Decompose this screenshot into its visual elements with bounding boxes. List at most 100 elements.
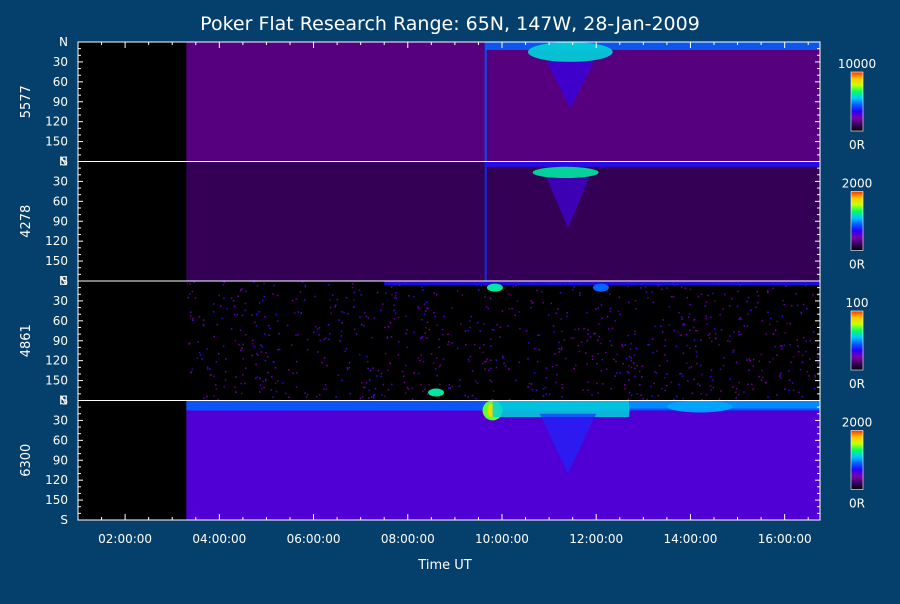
noise-speck xyxy=(647,343,649,346)
noise-speck xyxy=(366,381,368,384)
noise-speck xyxy=(558,347,560,350)
noise-speck xyxy=(434,368,437,370)
noise-speck xyxy=(433,292,435,295)
noise-speck xyxy=(805,350,807,353)
noise-speck xyxy=(770,317,772,320)
noise-speck xyxy=(241,314,244,317)
noise-speck xyxy=(686,344,689,347)
noise-speck xyxy=(234,386,236,388)
noise-speck xyxy=(345,348,348,350)
noise-speck xyxy=(387,388,390,391)
noise-speck xyxy=(332,294,334,296)
noise-speck xyxy=(189,283,191,285)
emission-background xyxy=(186,42,820,162)
y-tick-label: N xyxy=(59,155,68,169)
noise-speck xyxy=(397,354,400,356)
noise-speck xyxy=(527,386,529,388)
noise-speck xyxy=(746,325,749,327)
noise-speck xyxy=(783,344,786,347)
noise-speck xyxy=(645,291,648,293)
noise-speck xyxy=(353,328,356,330)
noise-speck xyxy=(597,392,599,394)
noise-speck xyxy=(314,325,317,328)
noise-speck xyxy=(264,380,267,382)
noise-speck xyxy=(341,310,343,313)
noise-speck xyxy=(593,333,595,335)
noise-speck xyxy=(421,336,424,338)
panel-label-4278: 4278 xyxy=(19,205,34,238)
noise-speck xyxy=(242,343,244,346)
noise-speck xyxy=(324,337,327,339)
noise-speck xyxy=(802,303,805,306)
noise-speck xyxy=(572,337,575,339)
noise-speck xyxy=(534,347,536,350)
noise-speck xyxy=(393,304,395,306)
noise-speck xyxy=(542,388,545,390)
noise-speck xyxy=(570,337,573,339)
x-tick-label: 14:00:00 xyxy=(663,532,717,546)
colorbar xyxy=(851,191,863,251)
noise-speck xyxy=(347,313,349,315)
noise-speck xyxy=(756,290,758,293)
noise-speck xyxy=(215,388,218,390)
emission-spot xyxy=(428,388,445,397)
y-tick-label: S xyxy=(60,513,68,527)
noise-speck xyxy=(319,339,321,342)
noise-speck xyxy=(484,368,486,370)
noise-speck xyxy=(389,362,391,364)
noise-speck xyxy=(597,339,599,341)
noise-speck xyxy=(626,371,629,373)
noise-speck xyxy=(297,333,299,336)
noise-speck xyxy=(634,333,636,335)
noise-speck xyxy=(368,397,370,399)
noise-speck xyxy=(294,312,296,314)
noise-speck xyxy=(419,359,421,362)
noise-speck xyxy=(657,394,660,397)
colorbar-min-label: 0R xyxy=(849,258,865,272)
noise-speck xyxy=(198,316,201,318)
noise-speck xyxy=(420,354,422,356)
noise-speck xyxy=(678,383,680,386)
noise-speck xyxy=(676,395,678,397)
noise-speck xyxy=(467,396,469,398)
noise-speck xyxy=(720,329,723,331)
noise-speck xyxy=(670,381,673,384)
noise-speck xyxy=(232,300,235,302)
noise-speck xyxy=(485,360,488,362)
noise-speck xyxy=(304,286,307,288)
noise-speck xyxy=(679,373,681,375)
aurora-drape xyxy=(539,413,597,474)
noise-speck xyxy=(428,328,431,331)
noise-speck xyxy=(515,379,517,382)
noise-speck xyxy=(682,352,685,354)
noise-speck xyxy=(597,353,600,355)
noise-speck xyxy=(693,378,695,381)
noise-speck xyxy=(737,290,739,293)
noise-speck xyxy=(797,304,799,307)
noise-speck xyxy=(608,328,610,330)
noise-speck xyxy=(196,357,199,359)
noise-speck xyxy=(301,281,304,283)
noise-speck xyxy=(254,321,256,324)
noise-speck xyxy=(780,372,782,374)
noise-speck xyxy=(664,354,666,356)
noise-speck xyxy=(358,289,361,292)
noise-speck xyxy=(628,371,630,374)
noise-speck xyxy=(489,379,491,381)
noise-speck xyxy=(389,362,392,365)
noise-speck xyxy=(284,392,287,395)
noise-speck xyxy=(265,352,267,354)
noise-speck xyxy=(814,376,816,378)
noise-speck xyxy=(639,384,641,386)
noise-speck xyxy=(276,320,279,322)
noise-speck xyxy=(682,323,684,325)
noise-speck xyxy=(255,352,258,355)
noise-speck xyxy=(278,332,280,335)
noise-speck xyxy=(587,389,589,391)
noise-speck xyxy=(575,364,577,367)
noise-speck xyxy=(406,386,409,389)
noise-speck xyxy=(609,310,611,313)
noise-speck xyxy=(635,347,638,350)
noise-speck xyxy=(482,362,484,365)
noise-speck xyxy=(817,294,819,296)
